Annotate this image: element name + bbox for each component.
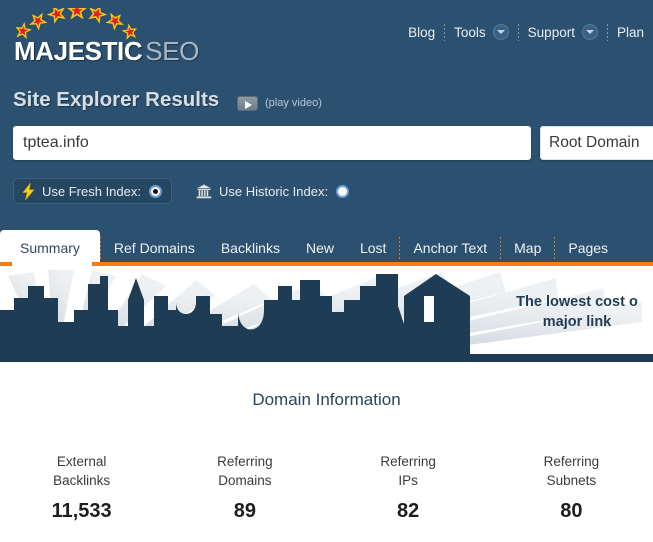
- stat-label-line1: External: [56, 454, 107, 469]
- tab-label-anchor-text: Anchor Text: [413, 240, 488, 256]
- nav-label-plans: Plan: [616, 24, 644, 40]
- tabs-accent-underline: [0, 262, 653, 266]
- tab-label-lost: Lost: [359, 240, 387, 256]
- nav-label-tools: Tools: [454, 24, 486, 40]
- use-fresh-index-label: Use Fresh Index:: [42, 183, 141, 199]
- stat-external-backlinks: External Backlinks 11,533: [0, 452, 163, 523]
- tab-backlinks[interactable]: Backlinks: [208, 230, 293, 266]
- stat-label-line2: Backlinks: [53, 473, 111, 488]
- page-title: Site Explorer Results: [13, 88, 220, 111]
- stat-label-line2: Domains: [218, 473, 272, 488]
- active-tab-notch: [12, 262, 92, 267]
- tab-label-ref-domains: Ref Domains: [113, 240, 195, 256]
- chevron-down-icon[interactable]: [581, 24, 598, 40]
- tab-new[interactable]: New: [293, 230, 347, 266]
- stat-referring-ips: Referring IPs 82: [327, 452, 490, 523]
- promo-banner[interactable]: The lowest cost o major link: [0, 266, 653, 366]
- use-fresh-index-radio[interactable]: [149, 184, 162, 198]
- tab-label-summary: Summary: [20, 240, 80, 256]
- stat-referring-subnets: Referring Subnets 80: [490, 452, 653, 523]
- play-video-icon[interactable]: [237, 96, 258, 111]
- logo-word-seo: SEO: [145, 36, 199, 66]
- result-tabs: Summary Ref Domains Backlinks New Lost A…: [0, 230, 653, 266]
- lightning-bolt-icon: [22, 182, 35, 200]
- nav-item-tools[interactable]: Tools: [445, 24, 518, 40]
- tab-label-map: Map: [514, 240, 542, 256]
- domain-information-title: Domain Information: [252, 390, 401, 409]
- stat-label-line1: Referring: [380, 454, 436, 469]
- stat-value: 11,533: [51, 500, 112, 522]
- tab-divider: [500, 237, 502, 259]
- play-video-link[interactable]: (play video): [265, 97, 322, 109]
- search-scope-select[interactable]: Root Domain: [540, 126, 653, 160]
- stat-label: Referring Domains: [163, 452, 326, 490]
- header-chrome: MAJESTIC SEO Blog Tools Support Plan Site…: [0, 0, 653, 266]
- nav-divider: [444, 23, 446, 41]
- nav-item-plans[interactable]: Plan: [608, 25, 653, 40]
- nav-label-support: Support: [527, 24, 575, 40]
- stat-label-line1: Referring: [217, 454, 273, 469]
- use-historic-index-option[interactable]: Use Historic Index:: [196, 178, 350, 204]
- domain-information-stats: External Backlinks 11,533 Referring Doma…: [0, 452, 653, 523]
- banner-headline-line2: major link: [542, 314, 612, 330]
- logo-stars-icon: [15, 8, 138, 40]
- stat-referring-domains: Referring Domains 89: [163, 452, 326, 523]
- city-skyline-illustration: [0, 266, 653, 366]
- stat-label-line2: IPs: [398, 473, 418, 488]
- tab-label-pages: Pages: [568, 240, 609, 256]
- use-fresh-index-option[interactable]: Use Fresh Index:: [13, 178, 172, 204]
- tab-divider: [99, 237, 101, 259]
- stat-label-line1: Referring: [543, 454, 600, 469]
- logo-word-majestic: MAJESTIC: [14, 36, 143, 66]
- nav-label-blog: Blog: [408, 24, 436, 40]
- nav-item-blog[interactable]: Blog: [399, 25, 444, 40]
- top-navigation: Blog Tools Support Plan: [399, 22, 653, 42]
- tab-summary[interactable]: Summary: [0, 230, 100, 266]
- stat-value: 80: [560, 500, 583, 522]
- tab-label-new: New: [305, 240, 334, 256]
- tab-map[interactable]: Map: [501, 230, 554, 266]
- banner-headline: The lowest cost o major link: [457, 292, 653, 332]
- tab-lost[interactable]: Lost: [347, 230, 399, 266]
- tab-anchor-text[interactable]: Anchor Text: [400, 230, 500, 266]
- use-historic-index-radio[interactable]: [336, 184, 350, 198]
- stat-label-line2: Subnets: [546, 473, 597, 488]
- banner-headline-line1: The lowest cost o: [516, 294, 638, 310]
- tab-label-backlinks: Backlinks: [220, 240, 280, 256]
- stat-value: 89: [233, 500, 256, 522]
- chevron-down-icon[interactable]: [492, 24, 509, 40]
- tab-divider: [399, 237, 401, 259]
- use-historic-index-label: Use Historic Index:: [219, 183, 329, 199]
- stat-label: Referring Subnets: [490, 452, 653, 490]
- bank-building-icon: [196, 183, 212, 198]
- stat-label: Referring IPs: [327, 452, 490, 490]
- tab-ref-domains[interactable]: Ref Domains: [101, 230, 208, 266]
- stat-label: External Backlinks: [0, 452, 163, 490]
- nav-item-support[interactable]: Support: [519, 24, 607, 40]
- stat-value: 82: [397, 500, 420, 522]
- nav-divider: [606, 23, 608, 41]
- search-input[interactable]: [13, 126, 531, 160]
- nav-divider: [517, 23, 519, 41]
- logo-wordmark: MAJESTIC SEO: [14, 36, 199, 67]
- majestic-seo-logo[interactable]: MAJESTIC SEO: [14, 8, 199, 66]
- tab-divider: [554, 237, 556, 259]
- search-scope-value: Root Domain: [549, 134, 640, 151]
- tab-pages[interactable]: Pages: [555, 230, 621, 266]
